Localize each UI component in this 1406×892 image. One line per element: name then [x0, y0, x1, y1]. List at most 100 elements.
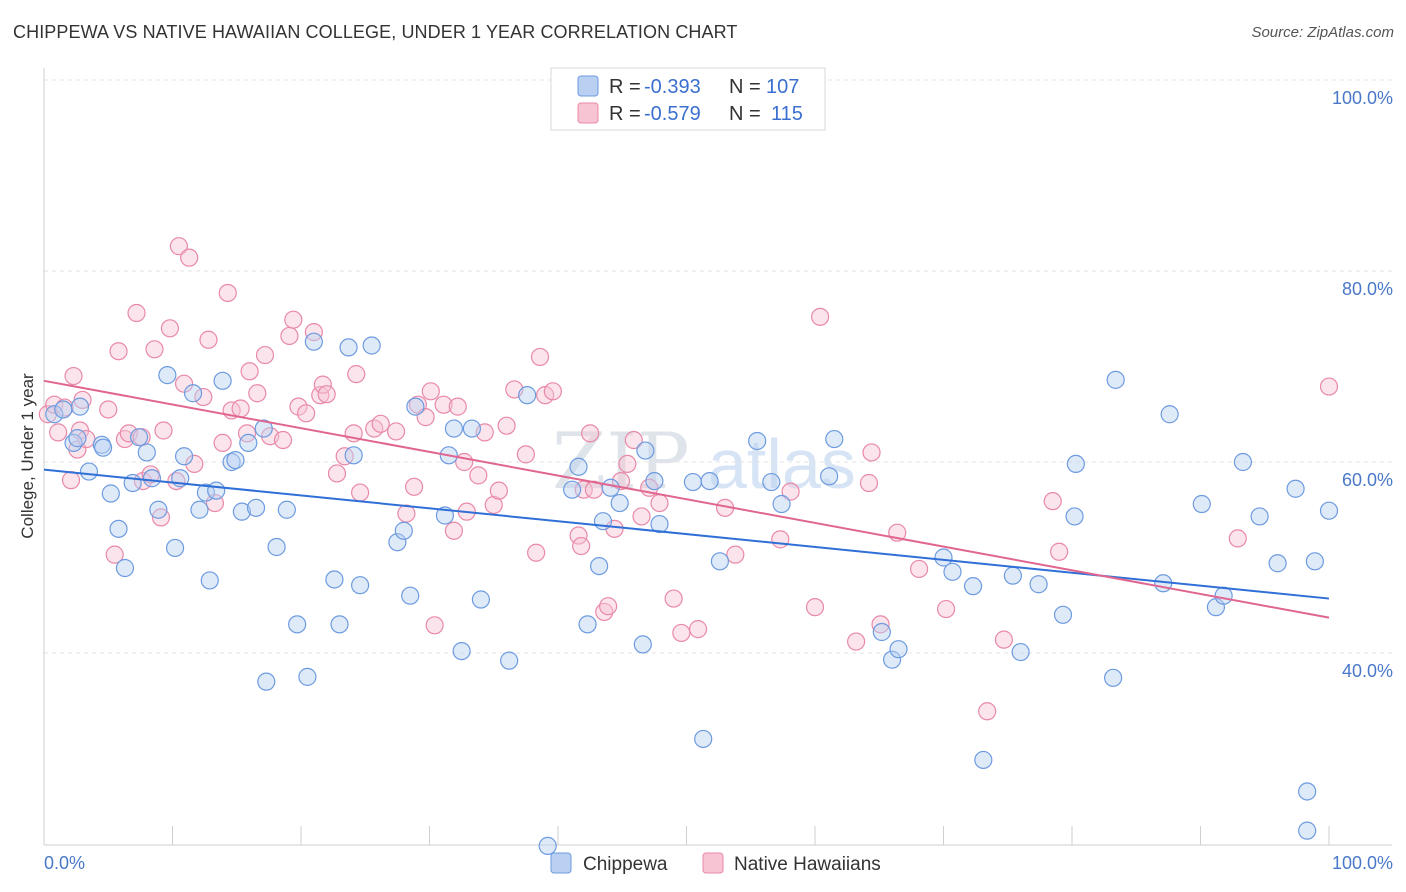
point-native-hawaiians	[434, 395, 453, 414]
bottom-legend-swatch-chippewa	[550, 852, 572, 874]
bottom-legend-swatch-native-hawaiians	[702, 852, 724, 874]
point-native-hawaiians	[311, 386, 330, 405]
point-native-hawaiians	[978, 702, 997, 721]
series-chippewa	[45, 332, 1339, 856]
point-native-hawaiians	[105, 545, 124, 564]
point-chippewa	[45, 405, 64, 424]
point-chippewa	[1053, 605, 1073, 624]
point-native-hawaiians	[154, 421, 173, 440]
point-chippewa	[1298, 782, 1317, 801]
point-chippewa	[1233, 452, 1253, 472]
point-native-hawaiians	[664, 589, 683, 608]
point-chippewa	[388, 533, 407, 552]
point-native-hawaiians	[516, 445, 535, 464]
point-native-hawaiians	[109, 342, 128, 361]
point-native-hawaiians	[909, 559, 929, 579]
point-chippewa	[79, 462, 99, 481]
point-native-hawaiians	[248, 384, 267, 403]
point-chippewa	[1268, 554, 1287, 573]
point-native-hawaiians	[304, 323, 323, 342]
point-native-hawaiians	[599, 597, 618, 616]
point-chippewa	[1011, 642, 1030, 662]
point-chippewa	[94, 438, 113, 457]
point-native-hawaiians	[273, 430, 293, 450]
point-native-hawaiians	[237, 424, 257, 443]
point-chippewa	[109, 519, 128, 538]
point-native-hawaiians	[160, 319, 180, 338]
y-tick-label: 40.0%	[1342, 661, 1393, 681]
point-chippewa	[68, 429, 87, 448]
point-chippewa	[1066, 454, 1085, 474]
point-native-hawaiians	[581, 424, 600, 443]
point-chippewa	[590, 556, 609, 576]
point-chippewa	[825, 429, 844, 449]
point-chippewa	[165, 538, 185, 558]
legend-r-label-2: R =	[609, 103, 641, 125]
point-native-hawaiians	[611, 472, 631, 491]
legend-n-label-1: N =	[729, 76, 761, 98]
point-chippewa	[298, 667, 317, 686]
point-native-hawaiians	[871, 615, 890, 634]
bottom-legend-native-hawaiians: Native Hawaiians	[734, 854, 881, 875]
point-chippewa	[636, 441, 655, 460]
point-chippewa	[277, 500, 296, 519]
legend-n-value-1: 107	[766, 76, 799, 98]
point-native-hawaiians	[936, 599, 956, 619]
point-chippewa	[1160, 405, 1179, 424]
legend-r-label-1: R =	[609, 76, 641, 98]
point-chippewa	[267, 537, 286, 557]
point-native-hawaiians	[726, 545, 745, 564]
y-tick-label: 60.0%	[1342, 470, 1393, 490]
point-native-hawaiians	[194, 387, 213, 407]
point-native-hawaiians	[1319, 377, 1339, 396]
point-native-hawaiians	[127, 303, 146, 323]
point-native-hawaiians	[371, 414, 390, 433]
point-native-hawaiians	[862, 443, 881, 462]
point-chippewa	[254, 419, 273, 438]
legend-n-value-2: 115	[771, 103, 803, 125]
point-chippewa	[762, 472, 781, 492]
point-native-hawaiians	[448, 397, 467, 416]
point-chippewa	[101, 484, 120, 503]
point-chippewa	[362, 336, 381, 355]
point-native-hawaiians	[994, 630, 1013, 649]
point-chippewa	[226, 450, 245, 470]
point-native-hawaiians	[484, 495, 503, 515]
point-native-hawaiians	[650, 493, 669, 513]
point-chippewa	[462, 419, 482, 438]
point-chippewa	[710, 552, 730, 571]
point-chippewa	[137, 443, 156, 462]
point-chippewa	[882, 650, 902, 669]
y-axis-title: College, Under 1 year	[18, 373, 37, 539]
point-chippewa	[1106, 370, 1125, 389]
chart-title: CHIPPEWA VS NATIVE HAWAIIAN COLLEGE, UND…	[13, 22, 738, 42]
point-native-hawaiians	[1043, 492, 1062, 511]
point-chippewa	[129, 428, 149, 447]
series-native-hawaiians	[38, 237, 1339, 721]
point-chippewa	[601, 478, 620, 497]
point-chippewa	[54, 400, 73, 419]
point-native-hawaiians	[397, 504, 416, 523]
point-chippewa	[174, 447, 194, 466]
point-chippewa	[748, 431, 767, 451]
x-ticks	[43, 826, 1330, 845]
point-chippewa	[820, 467, 839, 486]
point-native-hawaiians	[811, 307, 830, 326]
point-native-hawaiians	[185, 454, 204, 474]
point-native-hawaiians	[455, 452, 474, 472]
point-chippewa	[610, 493, 629, 513]
point-native-hawaiians	[688, 620, 708, 639]
legend-r-value-1: -0.393	[644, 76, 701, 98]
point-chippewa	[1298, 821, 1317, 840]
point-native-hawaiians	[543, 382, 562, 401]
point-native-hawaiians	[99, 400, 118, 419]
point-native-hawaiians	[632, 507, 651, 526]
source-label: Source: ZipAtlas.com	[1251, 24, 1394, 41]
point-chippewa	[974, 750, 993, 770]
point-native-hawaiians	[313, 375, 332, 394]
x-tick-label-min: 0.0%	[44, 853, 85, 873]
trend-line-native-hawaiians	[43, 379, 1330, 619]
point-native-hawaiians	[61, 471, 81, 490]
point-chippewa	[1192, 494, 1211, 514]
